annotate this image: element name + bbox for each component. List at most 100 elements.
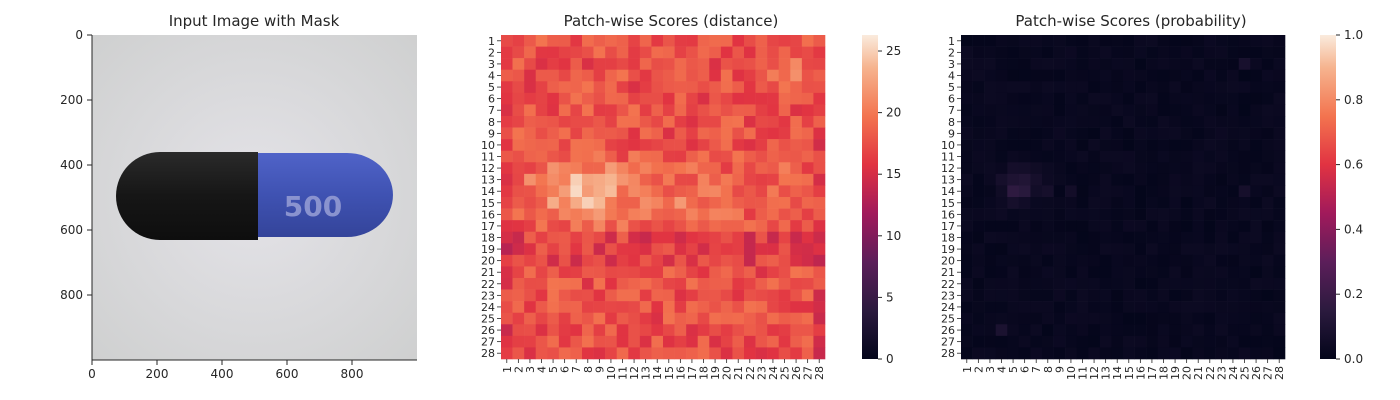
- heatmap-cell: [1273, 46, 1286, 59]
- heatmap-cell: [1180, 208, 1193, 221]
- heatmap-cell: [1238, 266, 1251, 279]
- heatmap-cell: [744, 92, 756, 105]
- heatmap-cell: [1273, 69, 1286, 82]
- heatmap-cell: [1018, 173, 1031, 186]
- y-tick-label: 3: [948, 58, 955, 71]
- y-tick-label: 19: [481, 243, 495, 256]
- heatmap-cell: [639, 127, 652, 140]
- heatmap-cell: [709, 185, 722, 198]
- heatmap-cell: [778, 139, 791, 152]
- heatmap-cell: [582, 243, 594, 256]
- heatmap-cell: [1169, 46, 1182, 59]
- heatmap-cell: [1053, 185, 1066, 198]
- heatmap-cell: [605, 335, 618, 348]
- heatmap-cell: [961, 139, 973, 152]
- heatmap-cell: [1238, 150, 1251, 163]
- heatmap-cell: [1088, 127, 1101, 140]
- heatmap-cell: [995, 46, 1008, 59]
- heatmap-cell: [1273, 231, 1286, 244]
- heatmap-cell: [732, 173, 745, 186]
- heatmap-cell: [1030, 92, 1043, 105]
- heatmap-cell: [1111, 35, 1124, 47]
- heatmap-cell: [501, 254, 513, 267]
- heatmap-cell: [1042, 278, 1054, 290]
- heatmap-cell: [1134, 185, 1147, 198]
- heatmap-cell: [501, 243, 513, 256]
- heatmap-cell: [1192, 301, 1205, 314]
- heatmap-cell: [547, 150, 560, 163]
- heatmap-cell: [1192, 116, 1205, 128]
- heatmap-cell: [651, 150, 664, 163]
- heatmap-cell: [813, 46, 826, 59]
- heatmap-cell: [984, 335, 997, 348]
- heatmap-cell: [1204, 92, 1216, 105]
- heatmap-cell: [984, 127, 997, 140]
- heatmap-cell: [1076, 220, 1089, 233]
- heatmap-cell: [1134, 220, 1147, 233]
- heatmap-cell: [972, 347, 985, 360]
- heatmap-cell: [605, 278, 618, 290]
- heatmap-cell: [744, 69, 756, 82]
- heatmap-cell: [616, 185, 629, 198]
- y-tick-label: 6: [948, 93, 955, 106]
- heatmap-cell: [1053, 289, 1066, 302]
- heatmap-cell: [801, 335, 814, 348]
- heatmap-cell: [524, 58, 537, 71]
- heatmap-cell: [1076, 278, 1089, 290]
- heatmap-cell: [663, 208, 675, 221]
- heatmap-cell: [1215, 324, 1228, 337]
- x-tick-label: 14: [651, 366, 664, 380]
- heatmap-cell: [744, 35, 756, 47]
- heatmap-cell: [1192, 127, 1205, 140]
- heatmap-cell: [1099, 301, 1112, 314]
- heatmap-cell: [1215, 243, 1228, 256]
- heatmap-cell: [1065, 185, 1078, 198]
- heatmap-cell: [570, 127, 583, 140]
- y-tick-label: 10: [481, 139, 495, 152]
- heatmap-cell: [801, 35, 814, 47]
- heatmap-cell: [732, 278, 745, 290]
- heatmap-cell: [778, 208, 791, 221]
- heatmap-cell: [1238, 208, 1251, 221]
- heatmap-cell: [1042, 208, 1054, 221]
- heatmap-cell: [1018, 220, 1031, 233]
- heatmap-cell: [778, 150, 791, 163]
- heatmap-cell: [1180, 150, 1193, 163]
- heatmap-cell: [651, 231, 664, 244]
- heatmap-cell: [512, 139, 525, 152]
- heatmap-cell: [639, 231, 652, 244]
- heatmap-cell: [1238, 254, 1251, 267]
- heatmap-cell: [1053, 162, 1066, 175]
- heatmap-cell: [961, 347, 973, 360]
- heatmap-cell: [1065, 208, 1078, 221]
- heatmap-cell: [1030, 116, 1043, 128]
- heatmap-cell: [616, 243, 629, 256]
- heatmap-cell: [616, 139, 629, 152]
- heatmap-cell: [1065, 254, 1078, 267]
- heatmap-cell: [663, 301, 675, 314]
- heatmap-cell: [790, 324, 803, 337]
- heatmap-cell: [1099, 197, 1112, 209]
- heatmap-cell: [1065, 92, 1078, 105]
- heatmap-cell: [813, 254, 826, 267]
- heatmap-cell: [767, 127, 780, 140]
- heatmap-cell: [1030, 197, 1043, 209]
- heatmap-cell: [535, 173, 548, 186]
- heatmap-cell: [697, 69, 710, 82]
- heatmap-cell: [755, 81, 768, 94]
- heatmap-cell: [1111, 127, 1124, 140]
- heatmap-cell: [755, 162, 768, 175]
- heatmap-cell: [570, 150, 583, 163]
- x-tick-label: 7: [570, 366, 583, 373]
- heatmap-cell: [1076, 173, 1089, 186]
- heatmap-cell: [616, 162, 629, 175]
- heatmap-cell: [639, 254, 652, 267]
- heatmap-cell: [674, 289, 687, 302]
- heatmap-cell: [547, 312, 560, 325]
- heatmap-cell: [1018, 81, 1031, 94]
- heatmap-cell: [984, 104, 997, 117]
- y-tick-label: 2: [488, 46, 495, 59]
- heatmap-cell: [1238, 243, 1251, 256]
- heatmap-cell: [961, 46, 973, 59]
- heatmap-cell: [616, 266, 629, 279]
